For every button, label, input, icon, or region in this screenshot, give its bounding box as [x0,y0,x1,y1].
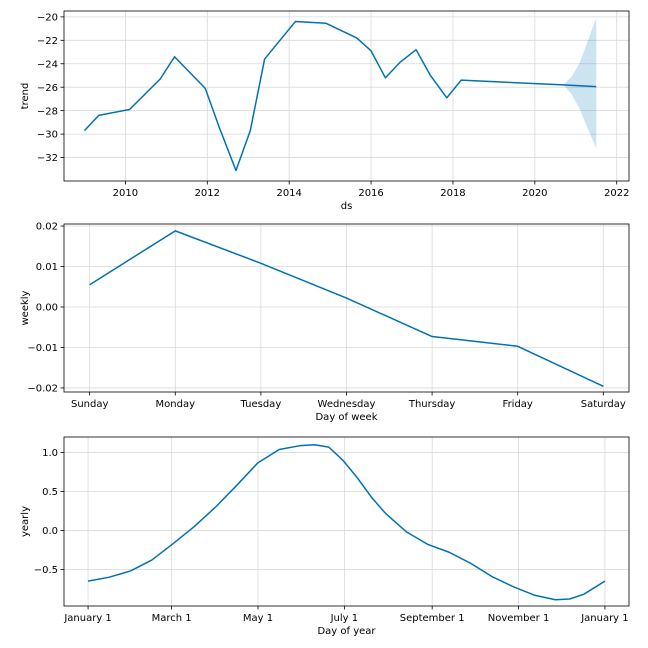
x-tick-label: July 1 [330,613,359,624]
x-axis-label: ds [341,201,353,212]
x-tick-label: 2016 [358,188,383,199]
y-tick-label: 0.01 [36,262,58,273]
series-line [83,20,597,172]
x-axis-label: Day of year [317,626,376,637]
y-axis-label: yearly [20,506,31,537]
plot-frame [63,436,630,607]
series-line [87,444,606,601]
plot-frame [63,10,630,182]
x-tick-label: 2018 [440,188,465,199]
x-tick-label: September 1 [400,613,465,624]
y-tick-label: 0.00 [36,303,58,314]
y-tick-label: 1.0 [42,448,58,459]
x-tick-label: Wednesday [318,399,376,410]
x-tick-label: Monday [156,399,196,410]
trend-panel: 2010 2012 2014 2016 2018 2020 2022 −32 −30 −28 −26… [20,10,630,212]
uncertainty-band [563,18,597,149]
x-tick-label: Thursday [408,399,456,410]
y-tick-label: 0.02 [36,222,58,233]
y-tick-label: 0.0 [42,526,58,537]
x-axis-label: Day of week [315,412,377,423]
x-tick-label: 2022 [604,188,629,199]
y-tick-label: −0.01 [27,343,58,354]
x-tick-label: January 1 [63,613,111,624]
x-tick-label: 2010 [113,188,138,199]
series-line [89,230,604,388]
y-tick-label: −30 [37,130,58,141]
weekly-panel: Sunday Monday Tuesday Wednesday Thursday Frid… [20,222,630,423]
x-tick-label: Sunday [71,399,108,410]
yearly-panel: January 1 March 1 May 1 July 1 September 1 No… [20,436,630,637]
y-tick-label: −28 [37,106,58,117]
x-tick-label: November 1 [488,613,550,624]
x-tick-label: March 1 [152,613,192,624]
x-tick-label: January 1 [580,613,628,624]
x-tick-label: Saturday [581,399,626,410]
x-tick-label: Tuesday [240,399,282,410]
x-tick-label: Friday [503,399,533,410]
y-tick-label: 0.5 [42,487,58,498]
y-tick-label: −32 [37,153,58,164]
y-tick-label: −0.02 [27,384,58,395]
y-tick-label: −0.5 [34,565,58,576]
y-tick-label: −24 [37,59,58,70]
y-tick-label: −20 [37,12,58,23]
x-tick-label: 2014 [276,188,301,199]
x-tick-label: May 1 [243,613,273,624]
x-tick-label: 2012 [195,188,220,199]
x-tick-label: 2020 [522,188,547,199]
y-tick-label: −22 [37,36,58,47]
y-axis-label: weekly [20,290,31,325]
y-axis-label: trend [20,83,31,110]
y-tick-label: −26 [37,83,58,94]
